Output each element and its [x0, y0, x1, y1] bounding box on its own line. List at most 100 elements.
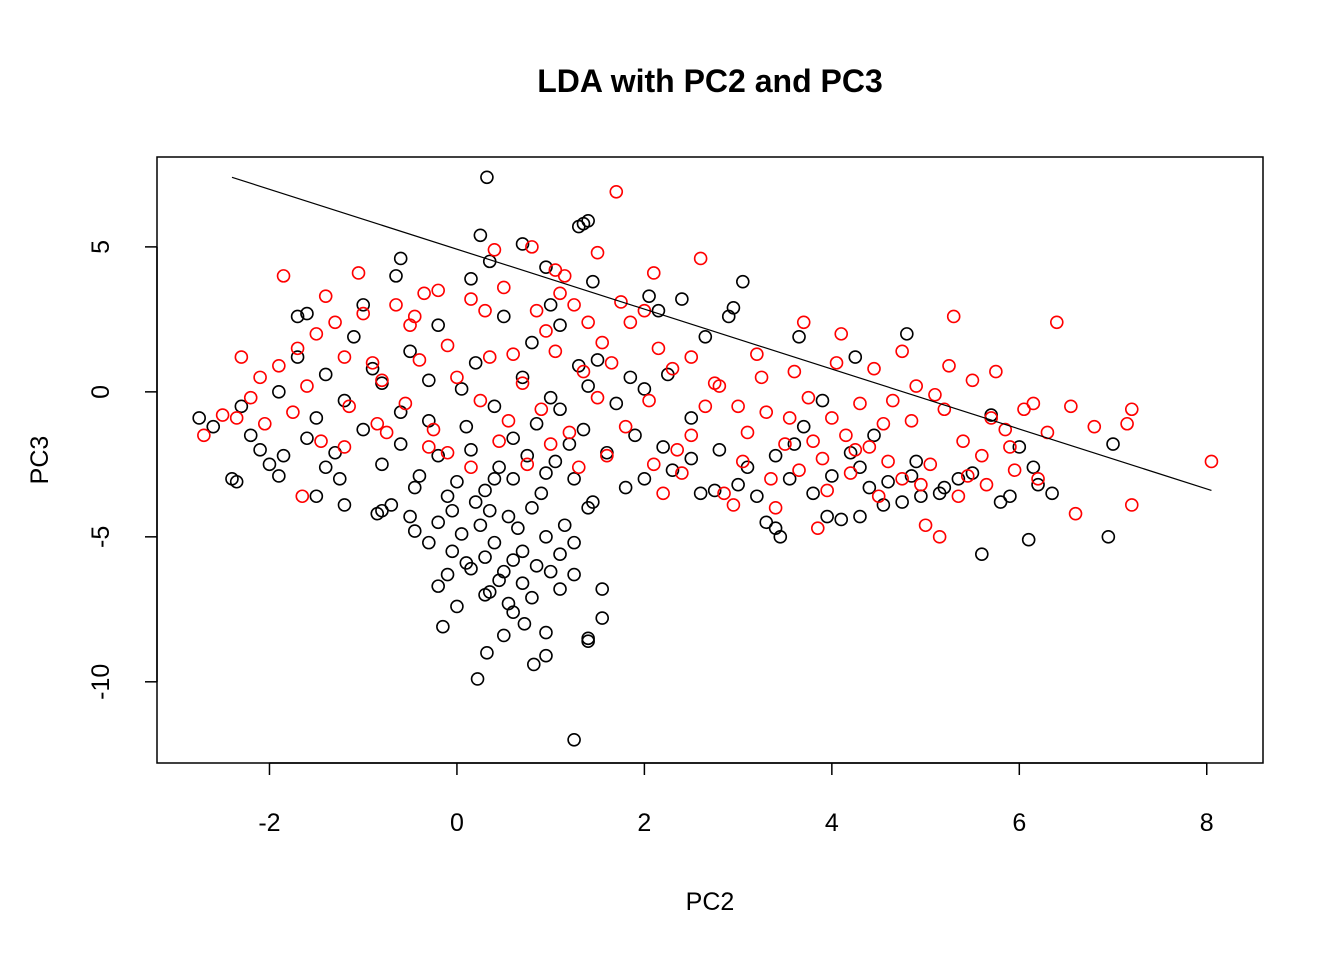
scatter-point	[356, 298, 371, 312]
scatter-point	[553, 547, 567, 562]
scatter-point	[426, 422, 441, 437]
scatter-point	[782, 411, 797, 425]
scatter-point	[1101, 530, 1116, 544]
scatter-point	[998, 422, 1013, 437]
scatter-point	[431, 515, 445, 530]
scatter-point	[337, 498, 352, 512]
scatter-point	[707, 483, 722, 498]
scatter-point	[440, 445, 455, 460]
scatter-point	[792, 329, 806, 344]
decision-boundary-line	[231, 176, 1212, 492]
scatter-point	[539, 648, 553, 663]
scatter-point	[557, 269, 572, 283]
scatter-point	[721, 309, 736, 324]
scatter-point	[478, 550, 492, 564]
scatter-point	[1026, 460, 1041, 475]
scatter-point	[515, 237, 530, 251]
scatter-point	[548, 454, 563, 469]
scatter-point	[918, 518, 933, 533]
scatter-point	[440, 567, 455, 582]
scatter-point	[675, 466, 689, 480]
scatter-point	[904, 414, 919, 428]
scatter-point	[332, 472, 347, 486]
scatter-point	[1124, 498, 1139, 512]
scatter-point	[539, 260, 553, 274]
scatter-point	[440, 338, 455, 353]
scatter-point	[1031, 472, 1045, 486]
scatter-point	[262, 457, 277, 472]
scatter-point	[712, 443, 727, 457]
scatter-point	[853, 396, 867, 411]
scatter-point	[309, 411, 324, 425]
scatter-point	[895, 495, 909, 509]
scatter-point	[839, 428, 853, 443]
scatter-point	[1120, 416, 1134, 431]
scatter-point	[900, 327, 914, 341]
scatter-point	[539, 530, 553, 544]
scatter-point	[946, 309, 961, 324]
scatter-point	[473, 518, 488, 533]
scatter-point	[796, 419, 811, 434]
scatter-point	[539, 466, 553, 480]
scatter-point	[853, 509, 867, 524]
scatter-point	[801, 390, 816, 405]
scatter-point	[347, 329, 361, 344]
scatter-point	[965, 373, 980, 388]
scatter-point	[543, 298, 558, 312]
scatter-point	[473, 393, 488, 408]
scatter-point	[693, 251, 708, 266]
scatter-point	[581, 379, 595, 393]
scatter-point	[909, 379, 924, 393]
scatter-point	[407, 480, 422, 495]
scatter-point	[318, 289, 333, 303]
scatter-point	[496, 280, 511, 295]
scatter-point	[464, 460, 478, 475]
scatter-point	[351, 266, 366, 280]
scatter-point	[567, 298, 581, 312]
scatter-point	[450, 370, 464, 385]
scatter-point	[881, 454, 895, 469]
scatter-point	[825, 469, 839, 483]
scatter-point	[487, 242, 502, 257]
scatter-point	[290, 309, 305, 324]
scatter-point	[642, 393, 656, 408]
scatter-point	[768, 521, 783, 535]
scatter-point	[548, 344, 563, 359]
scatter-point	[464, 561, 478, 576]
scatter-point	[787, 437, 802, 451]
scatter-point	[482, 503, 497, 518]
scatter-point	[642, 289, 656, 303]
scatter-point	[470, 672, 485, 686]
scatter-point	[234, 399, 249, 414]
scatter-point	[412, 353, 427, 367]
scatter-point	[867, 361, 881, 376]
scatter-point	[848, 443, 863, 457]
scatter-point	[417, 286, 431, 301]
scatter-point	[562, 425, 577, 440]
scatter-point	[422, 373, 436, 388]
scatter-point	[473, 228, 488, 243]
scatter-point	[651, 341, 666, 356]
scatter-point	[520, 448, 535, 463]
scatter-point	[445, 544, 460, 559]
chart-title: LDA with PC2 and PC3	[537, 63, 883, 99]
scatter-point	[750, 347, 764, 361]
scatter-point	[318, 367, 333, 382]
scatter-point	[370, 416, 385, 431]
scatter-point	[975, 448, 989, 463]
scatter-point	[286, 405, 300, 419]
scatter-point	[1021, 532, 1036, 547]
scatter-point	[581, 213, 595, 228]
scatter-point	[525, 335, 539, 350]
scatter-point	[923, 457, 938, 472]
scatter-point	[506, 553, 520, 567]
scatter-point	[529, 303, 544, 318]
scatter-point	[1003, 489, 1017, 504]
scatter-point	[337, 350, 352, 364]
scatter-point	[422, 440, 436, 454]
scatter-point	[229, 474, 244, 489]
scatter-point	[646, 457, 661, 472]
scatter-point	[904, 469, 919, 483]
y-tick-label: -10	[87, 664, 115, 700]
scatter-point	[698, 329, 713, 344]
